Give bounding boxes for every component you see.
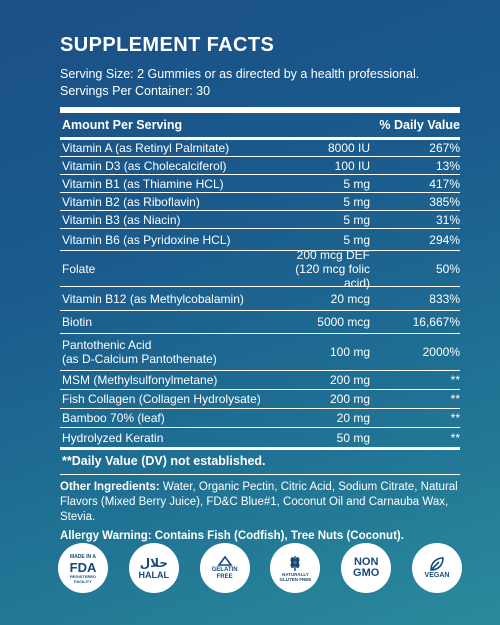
table-row: Vitamin B12 (as Methylcobalamin) 20 mcg … [60,287,460,311]
serving-size: Serving Size: 2 Gummies or as directed b… [60,67,420,81]
dv-note: **Daily Value (DV) not established. [62,454,266,468]
table-row: Fish Collagen (Collagen Hydrolysate) 200… [60,390,460,409]
table-row: Folate 200 mcg DEF (120 mcg folic acid) … [60,248,460,290]
gelatin-free-text: GELATIN FREE [211,567,238,580]
nutrient-name-multiline: Pantothenic Acid (as D-Calcium Pantothen… [60,338,270,366]
nutrient-dv: 50% [435,261,460,276]
table-row: Pantothenic Acid (as D-Calcium Pantothen… [60,334,460,371]
nutrient-name: Hydrolyzed Keratin [62,430,164,445]
nutrient-dv: ** [450,373,460,387]
nutrient-dv: 2000% [422,345,460,359]
gluten-free-badge: NATURALLY GLUTEN FREE [270,543,321,593]
nutrient-dv: 833% [429,291,460,306]
leaf-icon [428,556,446,572]
nutrient-amount: 8000 IU [327,141,370,155]
non-gmo-badge: NON GMO [341,543,392,593]
nutrient-amount: 200 mg [329,373,370,387]
nutrient-amount: 200 mcg DEF [296,247,370,262]
nutrient-amount: 5 mg [343,176,370,191]
nutrient-name: Vitamin B12 (as Methylcobalamin) [62,291,244,306]
nutrient-name: Folate [62,261,96,276]
nutrient-dv: ** [450,411,460,425]
allergy-warning: Allergy Warning: Contains Fish (Codfish)… [60,530,404,542]
table-row: Hydrolyzed Keratin 50 mg ** [60,428,460,447]
nutrient-amount-multiline: 200 mcg DEF (120 mcg folic acid) [270,248,370,290]
fda-top-text: MADE IN A [70,553,96,560]
nutrient-dv: 267% [429,141,460,155]
nutrient-dv: 385% [429,194,460,209]
thick-divider [60,107,460,113]
halal-arabic-text: حلال [139,555,168,570]
table-row: Bamboo 70% (leaf) 20 mg ** [60,409,460,428]
nutrient-amount: 5 mg [343,212,370,227]
nutrient-name: Pantothenic Acid [62,338,152,352]
nutrient-name: Vitamin B6 (as Pyridoxine HCL) [62,232,231,247]
nutrient-amount: 5 mg [343,232,370,247]
nutrient-amount: 5 mg [343,194,370,209]
table-row: Vitamin D3 (as Cholecalciferol) 100 IU 1… [60,157,460,175]
nutrient-amount: 5000 mcg [317,315,370,329]
vegan-text: VEGAN [424,572,450,579]
nutrient-amount-detail: (120 mcg folic acid) [295,261,370,290]
gluten-free-text: NATURALLY GLUTEN FREE [279,572,312,582]
gelatin-free-badge: GELATIN FREE [199,543,250,593]
wheat-icon [288,554,302,572]
table-row: Vitamin B2 (as Riboflavin) 5 mg 385% [60,193,460,211]
fda-badge: MADE IN A FDA REGISTERED FACILITY [58,543,108,593]
table-row: MSM (Methylsulfonylmetane) 200 mg ** [60,371,460,390]
nutrient-name-detail: (as D-Calcium Pantothenate) [62,352,217,366]
serving-info: Serving Size: 2 Gummies or as directed b… [60,66,460,100]
halal-text: HALAL [138,569,170,580]
nutrient-name: Fish Collagen (Collagen Hydrolysate) [62,392,261,406]
table-header: Amount Per Serving % Daily Value [60,113,460,137]
nutrient-dv: ** [450,430,460,445]
gmo-text: GMO [353,567,380,579]
nutrient-name: Vitamin B2 (as Riboflavin) [62,194,200,209]
non-text: NON [353,556,379,568]
nutrient-table: Vitamin A (as Retinyl Palmitate) 8000 IU… [60,140,460,447]
nutrient-dv: 16,667% [412,315,460,329]
nutrient-name: Vitamin B1 (as Thiamine HCL) [62,176,224,191]
nutrient-amount: 100 IU [334,158,370,173]
table-row: Vitamin B1 (as Thiamine HCL) 5 mg 417% [60,175,460,193]
nutrient-name: Vitamin D3 (as Cholecalciferol) [62,158,227,173]
fda-bottom-text: REGISTERED FACILITY [69,573,96,584]
table-row: Vitamin A (as Retinyl Palmitate) 8000 IU… [60,140,460,157]
table-row: Vitamin B3 (as Niacin) 5 mg 31% [60,211,460,229]
amount-per-serving-header: Amount Per Serving [62,118,183,132]
nutrient-amount: 100 mg [329,345,370,359]
daily-value-header: % Daily Value [379,118,460,132]
nutrient-amount: 20 mcg [330,291,370,306]
panel-title: SUPPLEMENT FACTS [60,34,275,56]
nutrient-name: Vitamin A (as Retinyl Palmitate) [62,141,230,155]
nutrient-name: Bamboo 70% (leaf) [62,411,165,425]
nutrient-amount: 200 mg [329,392,370,406]
table-bottom-divider [60,447,460,450]
nutrient-name: Biotin [62,315,93,329]
nutrient-name: MSM (Methylsulfonylmetane) [62,373,218,387]
other-ingredients: Other Ingredients: Water, Organic Pectin… [60,480,460,525]
halal-badge: حلال HALAL [128,543,179,593]
table-row: Biotin 5000 mcg 16,667% [60,311,460,334]
nutrient-dv: ** [450,392,460,406]
nutrient-dv: 417% [429,176,460,191]
servings-per-container: Servings Per Container: 30 [60,84,211,98]
gelatin-icon [216,555,233,567]
certification-badges: MADE IN A FDA REGISTERED FACILITY حلال H… [58,543,462,593]
other-ingredients-text: Water, Organic Pectin, Citric Acid, Sodi… [60,481,458,523]
nutrient-dv: 294% [429,232,460,247]
vegan-badge: VEGAN [411,543,462,593]
header-divider [60,137,460,140]
note-divider [60,474,460,475]
nutrient-name: Vitamin B3 (as Niacin) [62,212,181,227]
nutrient-amount: 50 mg [336,430,370,445]
fda-text: FDA [69,559,97,575]
supplement-facts-panel: SUPPLEMENT FACTS Serving Size: 2 Gummies… [60,34,460,542]
nutrient-amount: 20 mg [336,411,370,425]
nutrient-dv: 31% [435,212,460,227]
other-ingredients-label: Other Ingredients: [60,481,160,493]
table-row: Vitamin B6 (as Pyridoxine HCL) 5 mg 294% [60,229,460,251]
nutrient-dv: 13% [435,158,460,173]
